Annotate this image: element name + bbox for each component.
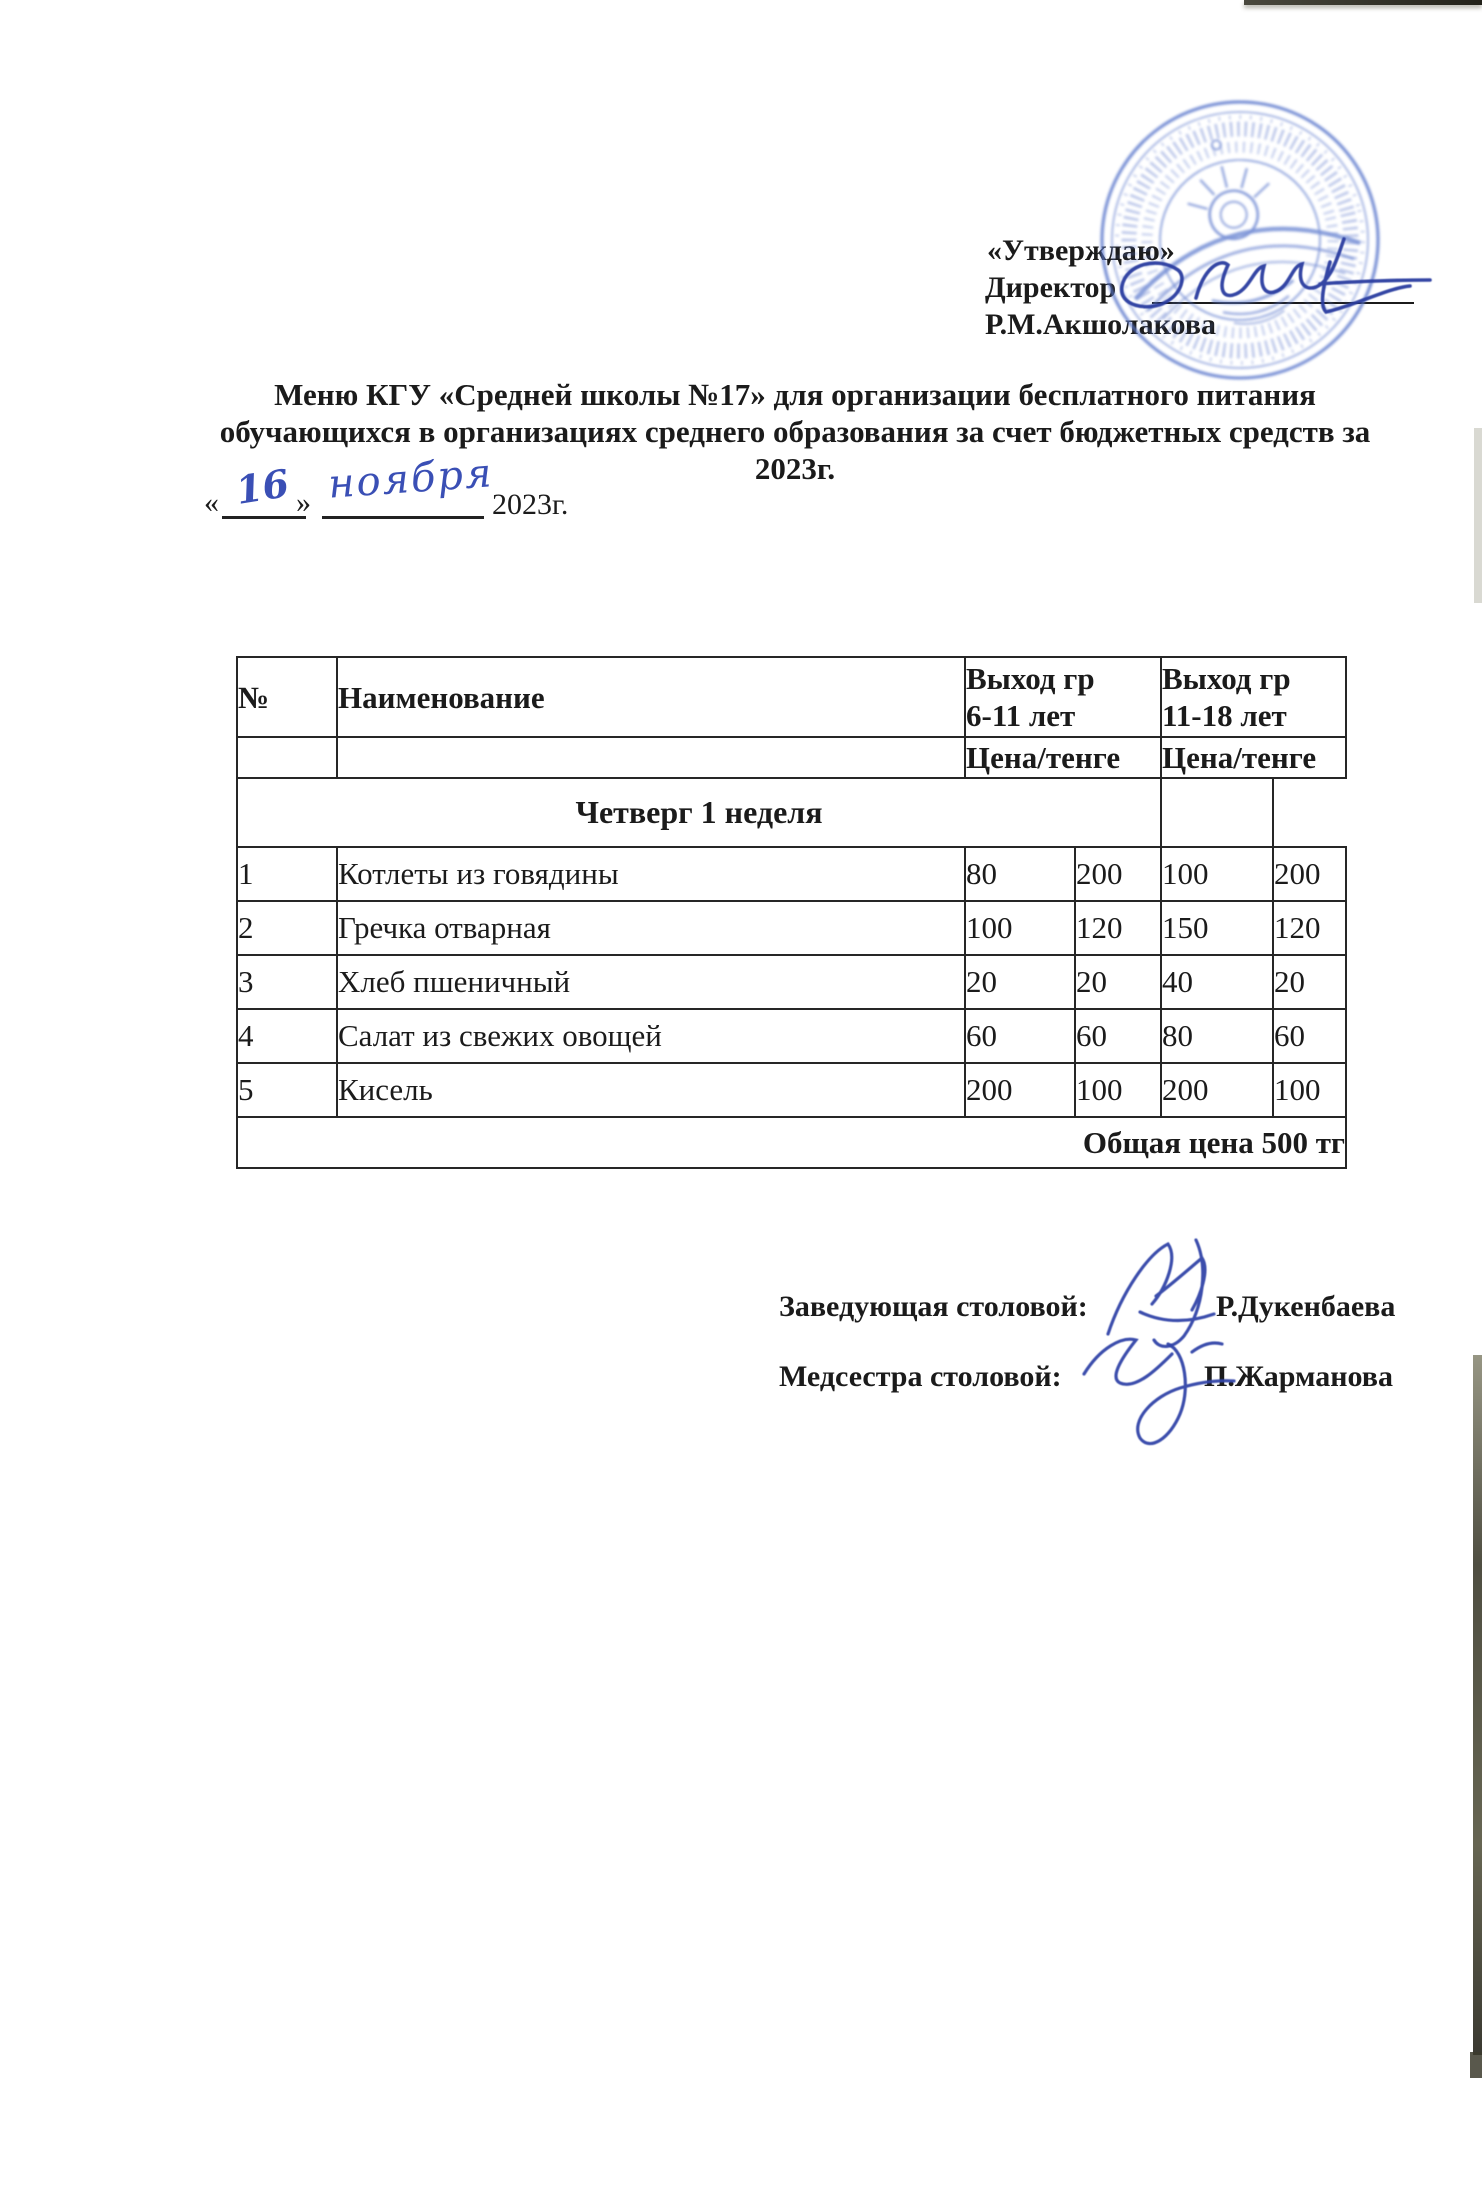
header-name: Наименование [336,656,966,738]
price-6-11: 120 [1074,900,1162,956]
title-line-3: 2023г. [754,451,836,486]
total-price: Общая цена 500 тг [236,1116,1347,1169]
empty-cell [336,736,966,779]
output-11-18: 40 [1160,954,1274,1010]
price-6-11: 20 [1074,954,1162,1010]
row-num: 2 [236,900,338,956]
nurse-label: Медсестра столовой: [779,1360,1062,1393]
title-line-2: обучающихся в организациях среднего обра… [219,414,1371,449]
header-group-6-11: Выход гр 6-11 лет [964,656,1162,738]
empty-cell [236,736,338,779]
nurse-name: П.Жарманова [1204,1360,1393,1393]
menu-row: 4 Салат из свежих овощей 60 60 80 60 [236,1008,1347,1064]
scan-edge-right-dark [1473,1355,1482,2055]
menu-table: № Наименование Выход гр 6-11 лет Выход г… [236,656,1347,1169]
date-month-blank [322,480,484,519]
section-row: Четверг 1 неделя [236,777,1346,848]
row-num: 4 [236,1008,338,1064]
scan-edge-top [1244,0,1482,5]
director-signature-line [1152,270,1414,304]
output-6-11: 20 [964,954,1076,1010]
approve-label: «Утверждаю» [987,234,1175,267]
output-11-18: 100 [1160,846,1274,902]
document-title: Меню КГУ «Средней школы №17» для организ… [96,376,1482,487]
dish-name: Котлеты из говядины [336,846,966,902]
menu-row: 1 Котлеты из говядины 80 200 100 200 [236,846,1347,902]
row-num: 3 [236,954,338,1010]
date-year: 2023г. [492,488,569,521]
title-line-1: Меню КГУ «Средней школы №17» для организ… [274,377,1316,412]
header-price-6-11: Цена/тенге [964,736,1162,779]
header-group1-line2: 6-11 лет [966,698,1076,733]
menu-row: 5 Кисель 200 100 200 100 [236,1062,1347,1118]
menu-row: 2 Гречка отварная 100 120 150 120 [236,900,1347,956]
header-group-11-18: Выход гр 11-18 лет [1160,656,1347,738]
price-header-row: Цена/тенге Цена/тенге [236,736,1347,779]
dish-name: Гречка отварная [336,900,966,956]
price-11-18: 200 [1272,846,1347,902]
output-11-18: 200 [1160,1062,1274,1118]
price-11-18: 20 [1272,954,1347,1010]
date-open-quote: « [204,486,219,519]
scan-edge-right-light [1474,428,1482,603]
header-price-11-18: Цена/тенге [1160,736,1347,779]
price-11-18: 120 [1272,900,1347,956]
manager-signature [1106,1238,1216,1348]
scan-edge-right-tip [1470,2052,1482,2078]
header-group1-line1: Выход гр [966,661,1095,696]
date-close-quote: » [296,486,311,519]
output-11-18: 150 [1160,900,1274,956]
canteen-manager-label: Заведующая столовой: [779,1290,1088,1323]
price-6-11: 200 [1074,846,1162,902]
price-11-18: 100 [1272,1062,1347,1118]
output-6-11: 80 [964,846,1076,902]
director-name: Р.М.Акшолакова [985,308,1216,341]
dish-name: Салат из свежих овощей [336,1008,966,1064]
output-6-11: 100 [964,900,1076,956]
dish-name: Кисель [336,1062,966,1118]
price-11-18: 60 [1272,1008,1347,1064]
menu-row: 3 Хлеб пшеничный 20 20 40 20 [236,954,1347,1010]
output-11-18: 80 [1160,1008,1274,1064]
header-num: № [236,656,338,738]
empty-cell [1160,777,1274,848]
director-label: Директор [985,271,1117,304]
row-num: 1 [236,846,338,902]
output-6-11: 200 [964,1062,1076,1118]
handwritten-day: 16 [232,460,293,513]
header-group2-line1: Выход гр [1162,661,1291,696]
header-group2-line2: 11-18 лет [1162,698,1287,733]
price-6-11: 60 [1074,1008,1162,1064]
output-6-11: 60 [964,1008,1076,1064]
row-num: 5 [236,1062,338,1118]
header-row: № Наименование Выход гр 6-11 лет Выход г… [236,656,1347,738]
total-row: Общая цена 500 тг [236,1116,1347,1169]
section-title: Четверг 1 неделя [236,777,1162,848]
canteen-manager-name: Р.Дукенбаева [1216,1290,1396,1323]
date-day-blank [222,480,306,519]
dish-name: Хлеб пшеничный [336,954,966,1010]
price-6-11: 100 [1074,1062,1162,1118]
